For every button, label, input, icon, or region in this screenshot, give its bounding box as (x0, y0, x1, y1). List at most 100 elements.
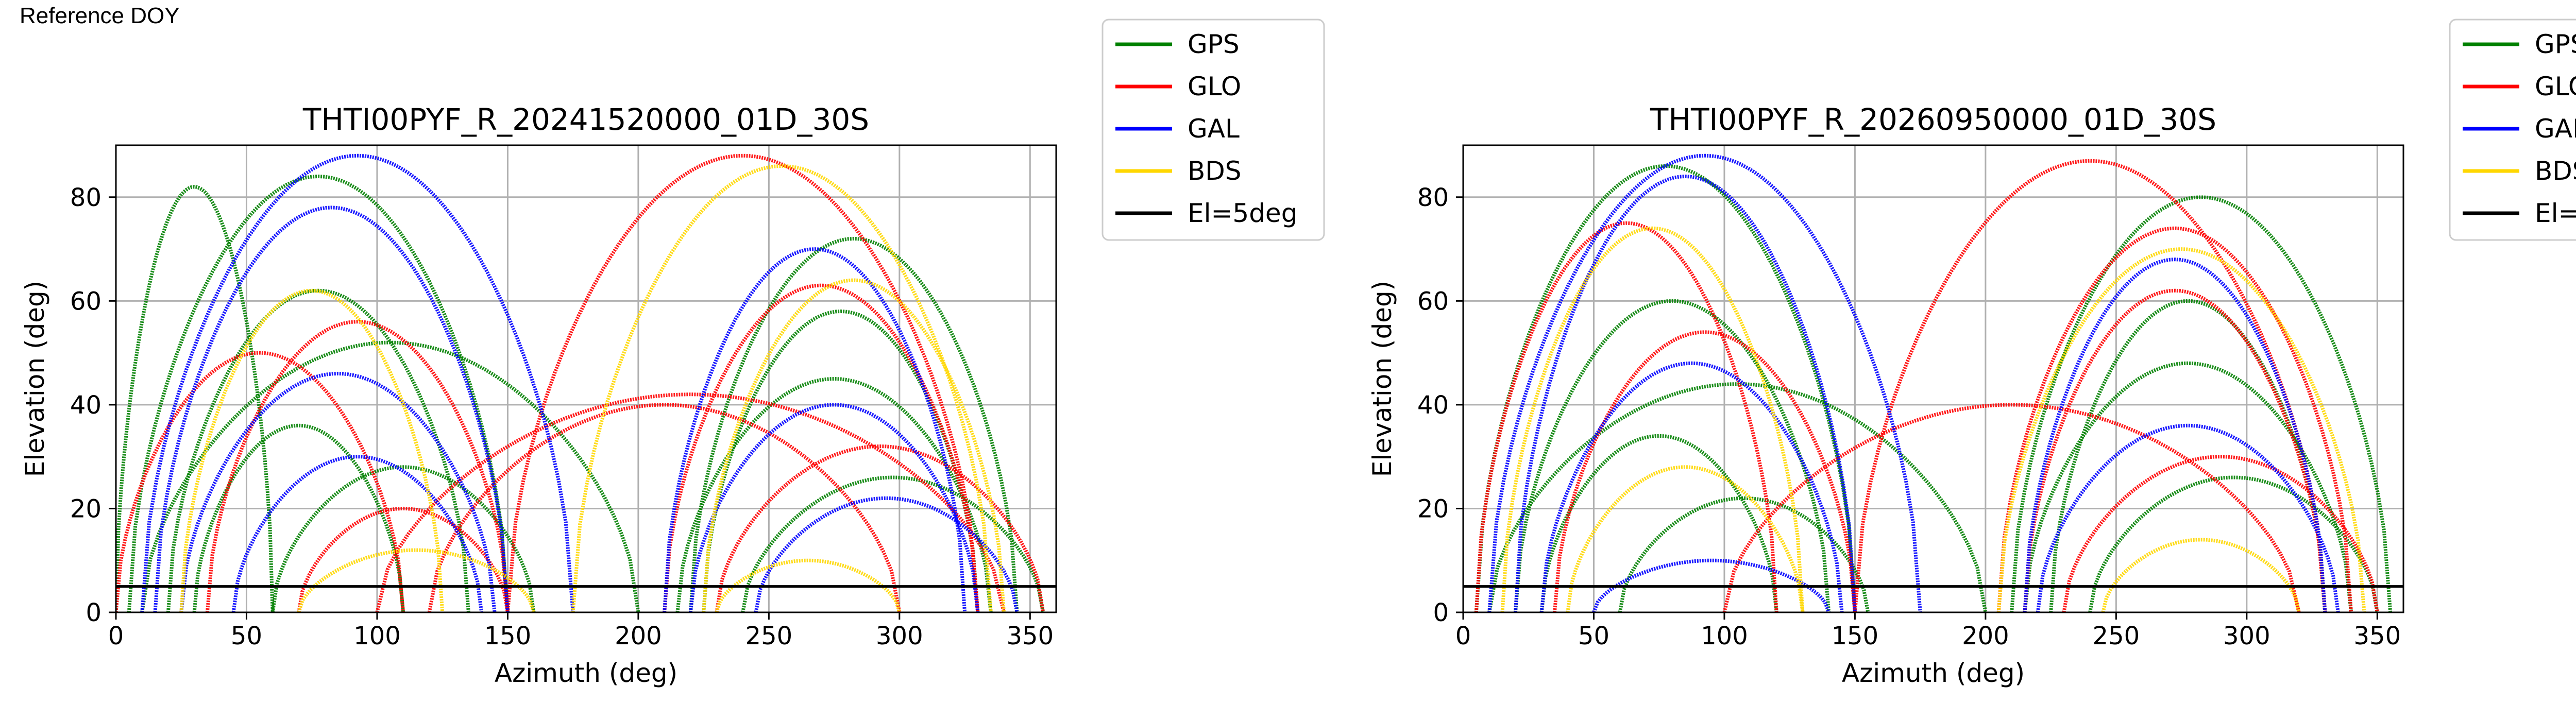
track-gal (1539, 361, 1844, 612)
x-tick-label: 200 (615, 622, 662, 650)
track-gal (140, 153, 575, 612)
track-glo (1853, 159, 2327, 612)
y-tick-label: 80 (70, 183, 101, 212)
track-glo (505, 153, 980, 612)
track-gal (2036, 423, 2340, 612)
x-axis-label: Azimuth (deg) (495, 658, 677, 688)
track-bds (179, 288, 445, 612)
chart-title: THTI00PYF_R_20260950000_01D_30S (1650, 102, 2216, 137)
y-tick-label: 60 (1417, 287, 1449, 316)
skyplot-panel-right: 0 50 100 150 200 250 300 350 0 20 40 60 80 THTI00PYF_… (1367, 19, 2576, 688)
track-bds (715, 558, 902, 612)
track-gps (1487, 382, 1988, 612)
track-bds (1996, 247, 2366, 612)
track-gal (1513, 174, 1857, 612)
track-glo (1722, 403, 2301, 612)
track-gal (2023, 258, 2327, 612)
x-tick-label: 100 (1701, 622, 1748, 650)
x-tick-label: 300 (2223, 622, 2270, 650)
reference-doy-label: Reference DOY (20, 3, 180, 28)
track-bds (1566, 465, 1805, 612)
y-tick-label: 0 (1433, 598, 1449, 627)
y-tick-label: 40 (70, 391, 101, 420)
track-glo (297, 506, 510, 612)
track-bds (297, 548, 536, 612)
legend-entry: El=5deg (1188, 198, 1297, 228)
legend-entry: BDS (1188, 156, 1242, 186)
track-gps (116, 185, 275, 612)
y-tick-label: 60 (70, 287, 101, 316)
track-glo (1474, 221, 1778, 612)
legend-entry: GLO (1188, 72, 1241, 101)
track-bds (571, 164, 993, 612)
x-tick-label: 150 (484, 622, 532, 650)
x-tick-label: 350 (2353, 622, 2401, 650)
track-gps (192, 423, 405, 612)
track-glo (375, 392, 1006, 612)
satellite-tracks (1474, 153, 2393, 612)
legend: GPS GLO GAL BDS El=5deg (2449, 19, 2576, 241)
x-tick-label: 50 (1578, 622, 1609, 650)
plot-area (1463, 145, 2403, 612)
x-tick-label: 50 (231, 622, 262, 650)
axes-frame (1462, 144, 2404, 613)
track-gps (140, 340, 640, 612)
legend-entry: GPS (1188, 29, 1240, 59)
track-gps (2010, 195, 2393, 612)
track-gps (1513, 299, 1831, 612)
track-gps (270, 465, 536, 612)
y-tick-label: 20 (1417, 494, 1449, 523)
track-glo (663, 283, 980, 612)
track-gps (688, 236, 1019, 612)
skyplot-panel-left: 0 50 100 150 200 250 300 350 0 20 40 60 80 THTI00PYF_… (20, 19, 1325, 688)
legend-box (1101, 19, 1325, 241)
track-gal (1592, 558, 1831, 612)
x-tick-label: 250 (745, 622, 793, 650)
track-gps (741, 475, 1045, 612)
track-glo (2023, 288, 2327, 612)
track-bds (2101, 538, 2301, 612)
track-gal (231, 455, 484, 612)
track-glo (116, 351, 405, 612)
y-tick-label: 40 (1417, 391, 1449, 420)
x-tick-label: 250 (2093, 622, 2140, 650)
y-tick-label: 20 (70, 494, 101, 523)
track-gps (1474, 164, 1857, 612)
x-tick-label: 350 (1006, 622, 1054, 650)
x-tick-label: 300 (876, 622, 923, 650)
track-gal (179, 371, 497, 612)
track-gps (2088, 475, 2379, 612)
track-gal (153, 205, 510, 612)
track-glo (427, 403, 902, 612)
x-tick-label: 150 (1832, 622, 1879, 650)
track-bds (1500, 226, 1805, 612)
x-tick-label: 0 (1455, 622, 1471, 650)
legend-entry: GPS (2535, 29, 2576, 59)
track-gps (675, 376, 993, 612)
legend-entry: GLO (2535, 72, 2576, 101)
legend-entry: BDS (2535, 156, 2576, 186)
x-axis-label: Azimuth (deg) (1842, 658, 2025, 688)
y-tick-label: 0 (86, 598, 101, 627)
axes-frame (115, 144, 1057, 613)
legend-entry: El=5deg (2535, 198, 2576, 228)
track-gps (127, 174, 510, 612)
x-tick-label: 200 (1962, 622, 2009, 650)
track-bds (702, 278, 1006, 612)
track-gps (702, 309, 980, 612)
track-glo (1996, 226, 2353, 612)
track-gal (1487, 153, 1922, 612)
track-glo (2062, 455, 2379, 612)
y-axis-label: Elevation (deg) (20, 281, 50, 477)
legend: GPS GLO GAL BDS El=5deg (1101, 19, 1325, 241)
track-gps (166, 288, 470, 612)
track-glo (205, 320, 510, 612)
track-gal (754, 496, 1019, 612)
x-tick-label: 0 (108, 622, 124, 650)
satellite-tracks (116, 153, 1045, 612)
chart-title: THTI00PYF_R_20241520000_01D_30S (302, 102, 869, 137)
y-tick-label: 80 (1417, 183, 1449, 212)
track-gal (663, 247, 967, 612)
x-tick-label: 100 (353, 622, 401, 650)
